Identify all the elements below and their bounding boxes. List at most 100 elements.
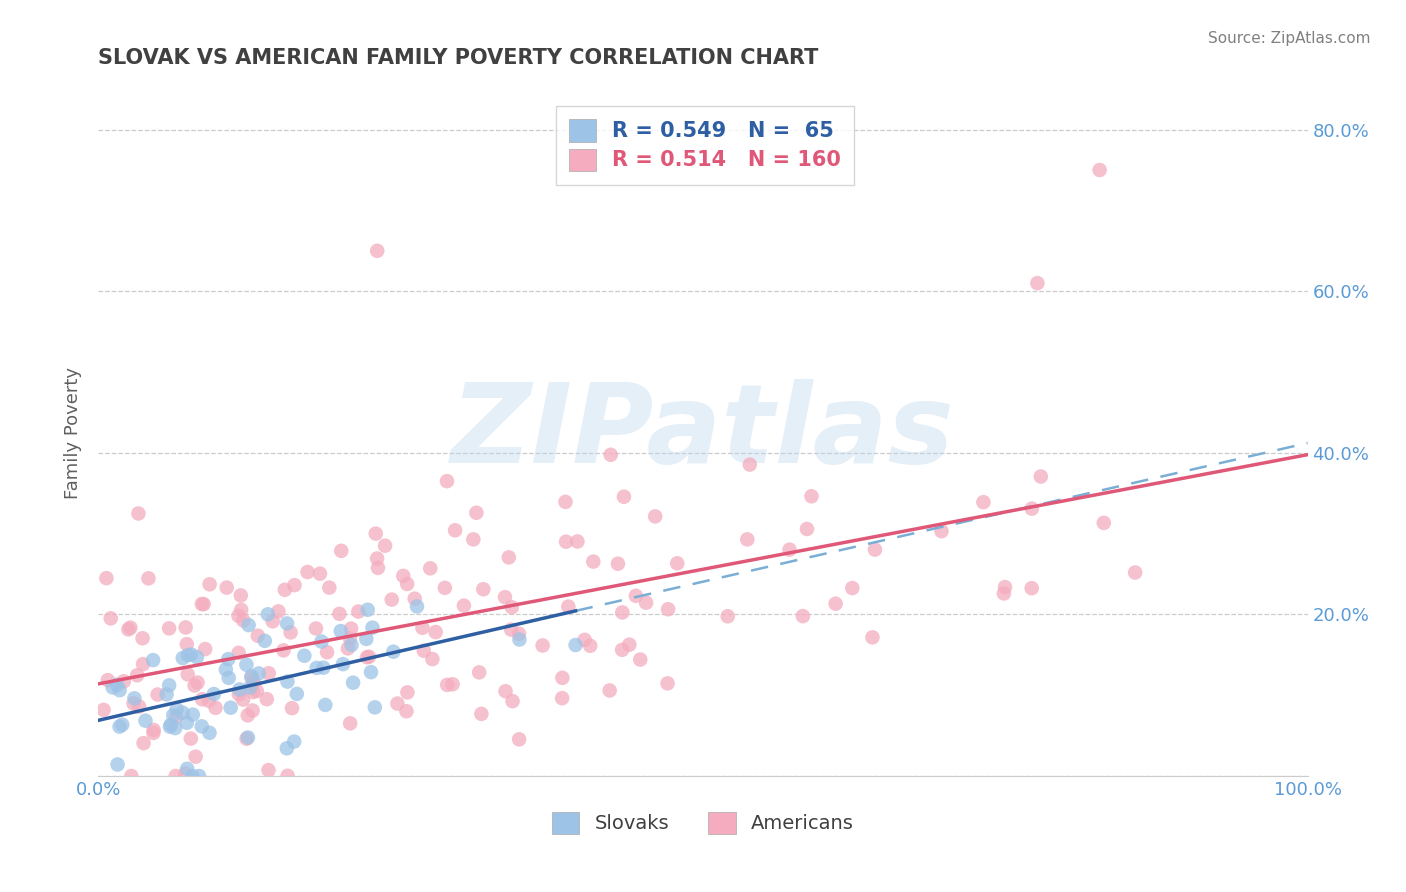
Point (108, 720, 131, 734)
Point (463, 533, 485, 547)
Point (564, 638, 586, 652)
Point (240, 669, 263, 683)
Point (215, 663, 238, 677)
Point (792, 609, 814, 624)
Point (396, 577, 419, 591)
Point (172, 651, 194, 665)
Point (176, 762, 198, 776)
Point (411, 621, 433, 635)
Point (159, 717, 181, 731)
Point (624, 589, 647, 603)
Point (174, 766, 197, 780)
Point (276, 741, 298, 756)
Point (508, 732, 530, 747)
Point (841, 581, 863, 595)
Point (97, 673, 120, 688)
Point (219, 700, 242, 714)
Point (273, 643, 295, 657)
Point (267, 604, 290, 618)
Point (235, 657, 257, 672)
Point (240, 671, 263, 685)
Point (737, 533, 759, 547)
Point (292, 648, 315, 663)
Point (433, 581, 456, 595)
Point (215, 581, 238, 595)
Point (155, 687, 177, 701)
Point (342, 675, 364, 690)
Point (131, 632, 153, 646)
Point (242, 675, 264, 690)
Point (297, 565, 319, 579)
Point (425, 625, 447, 640)
Point (122, 697, 145, 711)
Point (502, 694, 524, 708)
Point (218, 671, 240, 685)
Point (863, 542, 886, 557)
Point (367, 561, 389, 575)
Point (557, 599, 579, 614)
Point (1092, 516, 1115, 530)
Point (419, 561, 441, 575)
Point (613, 490, 636, 504)
Point (356, 632, 378, 646)
Point (120, 621, 142, 635)
Point (336, 641, 359, 656)
Point (107, 757, 129, 772)
Point (239, 681, 262, 695)
Point (994, 580, 1017, 594)
Legend: Slovaks, Americans: Slovaks, Americans (544, 804, 862, 842)
Point (188, 769, 211, 783)
Y-axis label: Family Poverty: Family Poverty (65, 367, 83, 499)
Point (128, 699, 150, 714)
Point (498, 550, 520, 565)
Point (247, 666, 270, 681)
Point (305, 622, 328, 636)
Point (501, 600, 523, 615)
Point (172, 706, 194, 720)
Point (162, 708, 184, 723)
Point (236, 708, 259, 723)
Point (309, 566, 332, 581)
Point (1021, 581, 1043, 595)
Point (157, 621, 180, 635)
Point (644, 509, 666, 524)
Text: SLOVAK VS AMERICAN FAMILY POVERTY CORRELATION CHART: SLOVAK VS AMERICAN FAMILY POVERTY CORREL… (98, 48, 818, 68)
Point (176, 637, 198, 651)
Point (501, 623, 523, 637)
Point (159, 720, 181, 734)
Point (101, 681, 124, 695)
Point (531, 639, 554, 653)
Point (357, 649, 380, 664)
Point (361, 621, 384, 635)
Point (1021, 501, 1043, 516)
Point (1123, 566, 1146, 580)
Point (1029, 469, 1052, 483)
Point (142, 726, 165, 740)
Point (236, 731, 259, 745)
Point (228, 608, 250, 623)
Point (246, 684, 269, 698)
Point (555, 534, 578, 549)
Point (599, 448, 621, 462)
Point (176, 667, 198, 681)
Point (404, 591, 426, 606)
Point (187, 675, 209, 690)
Point (146, 688, 169, 702)
Point (100, 611, 122, 625)
Point (184, 749, 207, 764)
Point (357, 603, 380, 617)
Point (328, 607, 350, 621)
Point (329, 624, 352, 638)
Point (862, 631, 884, 645)
Point (657, 602, 679, 616)
Point (280, 625, 302, 640)
Point (242, 704, 264, 718)
Point (387, 697, 409, 711)
Point (364, 526, 387, 541)
Point (472, 582, 495, 597)
Point (619, 638, 641, 652)
Point (392, 569, 415, 583)
Point (412, 644, 434, 658)
Point (165, 710, 187, 724)
Point (242, 685, 264, 699)
